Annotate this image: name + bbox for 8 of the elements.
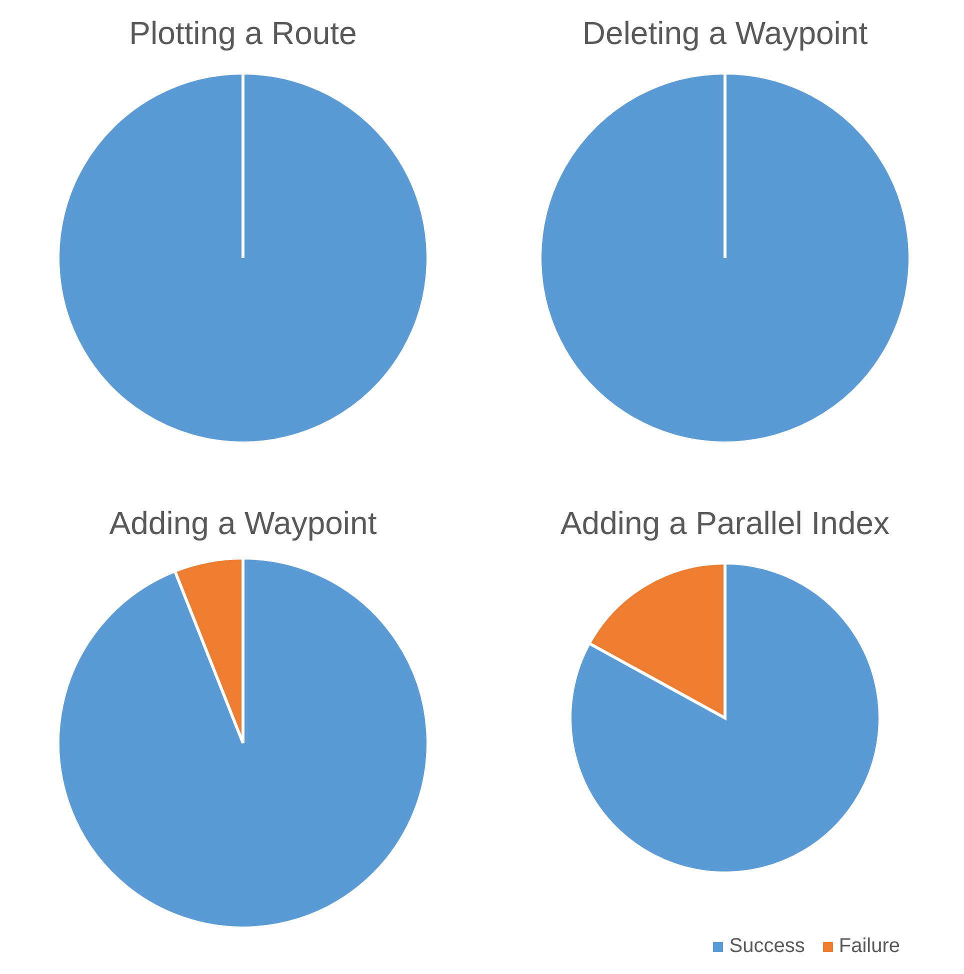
chart-title: Adding a Parallel Index [559, 504, 891, 543]
chart-title: Plotting a Route [128, 14, 358, 53]
legend-label: Failure [838, 935, 900, 958]
legend-label: Success [728, 935, 805, 958]
pie-slice [568, 562, 882, 874]
chart-title: Adding a Waypoint [108, 504, 378, 543]
pie-slice [56, 558, 430, 928]
chart-title: Deleting a Waypoint [581, 14, 869, 53]
